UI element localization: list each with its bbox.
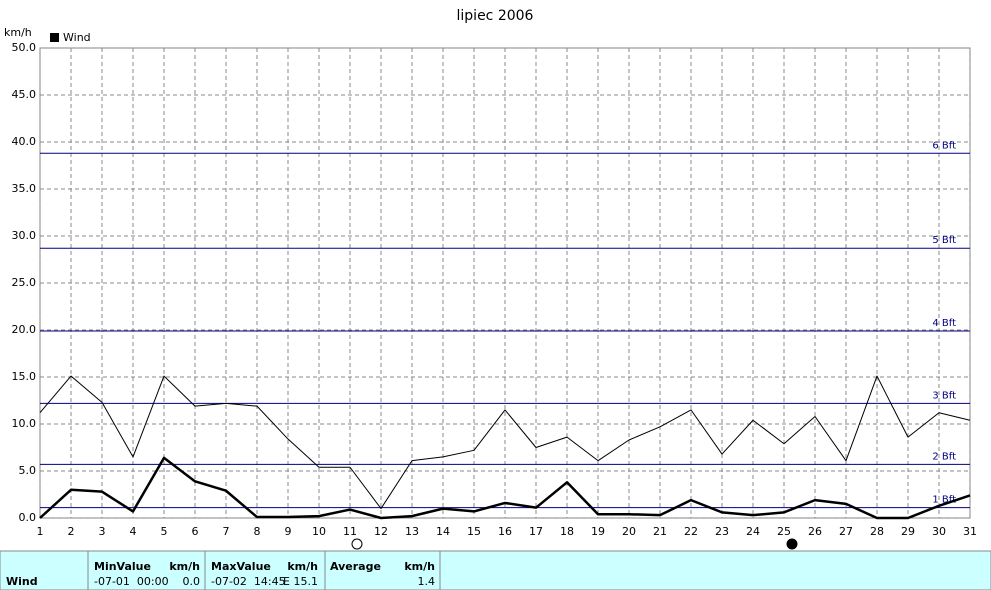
- x-tick-label: 9: [285, 525, 292, 538]
- table-background: [0, 550, 991, 590]
- moon-icon: [351, 538, 363, 550]
- x-tick-label: 26: [808, 525, 822, 538]
- reference-label: 2 Bft: [932, 451, 956, 462]
- table-cell: 0.0: [183, 575, 201, 588]
- reference-label: 3 Bft: [932, 390, 956, 401]
- x-tick-label: 12: [374, 525, 388, 538]
- legend-swatch: [50, 33, 59, 42]
- x-tick-label: 3: [99, 525, 106, 538]
- x-tick-label: 21: [653, 525, 667, 538]
- chart-title: lipiec 2006: [457, 8, 534, 24]
- reference-label: 6 Bft: [932, 140, 956, 151]
- table-header: km/h: [169, 560, 200, 573]
- x-tick-label: 13: [405, 525, 419, 538]
- y-tick-label: 45.0: [12, 88, 37, 101]
- y-tick-label: 35.0: [12, 182, 37, 195]
- table-cell: -07-01 00:00: [94, 575, 169, 588]
- x-tick-label: 16: [498, 525, 512, 538]
- y-tick-label: 15.0: [12, 370, 37, 383]
- x-tick-label: 2: [68, 525, 75, 538]
- reference-label: 1 Bft: [932, 495, 956, 506]
- y-tick-label: 0.0: [19, 511, 37, 524]
- x-tick-label: 6: [192, 525, 199, 538]
- y-tick-label: 40.0: [12, 135, 37, 148]
- y-tick-label: 5.0: [19, 464, 37, 477]
- table-header: km/h: [287, 560, 318, 573]
- y-tick-label: 25.0: [12, 276, 37, 289]
- x-tick-label: 1: [37, 525, 44, 538]
- table-cell: E 15.1: [283, 575, 318, 588]
- table-header: MaxValue: [211, 560, 271, 573]
- x-tick-label: 25: [777, 525, 791, 538]
- x-tick-label: 22: [684, 525, 698, 538]
- x-tick-label: 19: [591, 525, 605, 538]
- y-tick-label: 10.0: [12, 417, 37, 430]
- table-cell: -07-02 14:45: [211, 575, 286, 588]
- y-tick-label: 50.0: [12, 41, 37, 54]
- x-tick-label: 24: [746, 525, 760, 538]
- x-tick-label: 31: [963, 525, 977, 538]
- table-cell: 1.4: [418, 575, 436, 588]
- y-axis-label: km/h: [4, 26, 32, 39]
- moon-icon: [786, 538, 798, 550]
- x-tick-label: 20: [622, 525, 636, 538]
- legend-label: Wind: [63, 31, 91, 44]
- x-tick-label: 23: [715, 525, 729, 538]
- x-tick-label: 18: [560, 525, 574, 538]
- reference-label: 5 Bft: [932, 235, 956, 246]
- x-tick-label: 7: [223, 525, 230, 538]
- table-dividers: [87, 551, 441, 590]
- reference-label: 4 Bft: [932, 318, 956, 329]
- table-header: km/h: [404, 560, 435, 573]
- x-tick-label: 14: [436, 525, 450, 538]
- x-tick-label: 5: [161, 525, 168, 538]
- x-tick-label: 17: [529, 525, 543, 538]
- series-line: [39, 375, 971, 510]
- x-tick-label: 27: [839, 525, 853, 538]
- series-line: [39, 456, 971, 520]
- x-tick-label: 8: [254, 525, 261, 538]
- x-tick-label: 30: [932, 525, 946, 538]
- table-header: Average: [330, 560, 381, 573]
- x-tick-label: 10: [312, 525, 326, 538]
- x-tick-label: 29: [901, 525, 915, 538]
- y-tick-label: 30.0: [12, 229, 37, 242]
- y-tick-label: 20.0: [12, 323, 37, 336]
- x-tick-label: 4: [130, 525, 137, 538]
- x-tick-label: 28: [870, 525, 884, 538]
- table-header: MinValue: [94, 560, 151, 573]
- x-tick-label: 15: [467, 525, 481, 538]
- table-cell: Wind: [6, 575, 38, 588]
- x-tick-label: 11: [343, 525, 357, 538]
